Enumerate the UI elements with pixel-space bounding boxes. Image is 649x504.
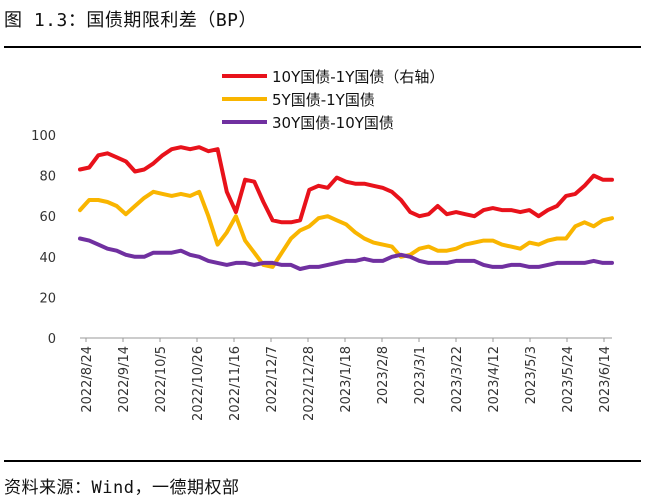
figure-title: 图 1.3：国债期限利差（BP）: [4, 10, 258, 31]
x-tick-label: 2022/12/28: [302, 346, 317, 421]
y-tick-label: 20: [39, 291, 56, 306]
legend-label: 10Y国债-1Y国债（右轴）: [272, 68, 444, 86]
series-line-2: [78, 189, 614, 269]
x-tick-label: 2023/1/18: [339, 346, 354, 413]
bottom-rule: [4, 460, 641, 462]
x-tick-label: 2022/11/16: [228, 346, 243, 421]
legend-label: 30Y国债-10Y国债: [272, 114, 394, 132]
top-rule: [4, 46, 641, 48]
x-tick-label: 2023/5/24: [561, 346, 576, 413]
x-tick-label: 2023/2/8: [376, 346, 391, 404]
x-tick-label: 2023/3/22: [450, 346, 465, 413]
x-tick-label: 2023/3/1: [413, 346, 428, 404]
x-tick-label: 2022/10/26: [191, 346, 206, 421]
y-tick-label: 40: [39, 251, 56, 266]
axis-layer: 0 20 40 60 80 100 2022/8/24 2022/9/14 2022/10/5 2…: [31, 129, 613, 421]
x-tick-label: 2022/9/14: [117, 346, 132, 413]
y-tick-label: 100: [31, 129, 56, 144]
source-note: 资料来源：Wind，一德期权部: [4, 478, 240, 498]
x-tick-label: 2022/8/24: [80, 346, 95, 413]
legend-label: 5Y国债-1Y国债: [272, 91, 375, 109]
y-tick-label: 60: [39, 210, 56, 225]
series-line-3: [78, 236, 614, 271]
series-line-1: [78, 145, 614, 225]
series-layer: [78, 145, 614, 271]
x-tick-label: 2023/4/12: [487, 346, 502, 413]
x-tick-label: 2022/12/7: [265, 346, 280, 413]
x-tick-label: 2023/5/3: [524, 346, 539, 404]
legend: 10Y国债-1Y国债（右轴） 5Y国债-1Y国债 30Y国债-10Y国债: [222, 68, 444, 132]
x-tick-label: 2022/10/5: [154, 346, 169, 413]
y-tick-label: 80: [39, 170, 56, 185]
y-tick-label: 0: [48, 332, 56, 347]
x-tick-label: 2023/6/14: [598, 346, 613, 413]
